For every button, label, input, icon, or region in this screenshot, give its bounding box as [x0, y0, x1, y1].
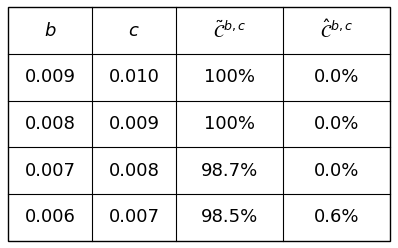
Text: 0.010: 0.010: [109, 68, 160, 86]
Text: 0.007: 0.007: [109, 208, 160, 226]
Text: 0.0%: 0.0%: [314, 115, 359, 133]
Text: 0.6%: 0.6%: [314, 208, 359, 226]
Text: 0.0%: 0.0%: [314, 68, 359, 86]
Text: $c$: $c$: [128, 22, 140, 40]
Text: 0.007: 0.007: [25, 162, 76, 180]
Text: 0.006: 0.006: [25, 208, 76, 226]
Text: 0.009: 0.009: [109, 115, 160, 133]
Text: $b$: $b$: [44, 22, 56, 40]
Text: 98.7%: 98.7%: [201, 162, 258, 180]
Text: 0.008: 0.008: [25, 115, 76, 133]
Text: $\hat{\mathcal{C}}^{b,c}$: $\hat{\mathcal{C}}^{b,c}$: [320, 19, 353, 42]
Text: 100%: 100%: [204, 115, 255, 133]
Text: 0.009: 0.009: [25, 68, 76, 86]
Text: 0.008: 0.008: [109, 162, 160, 180]
Text: 100%: 100%: [204, 68, 255, 86]
Text: 0.0%: 0.0%: [314, 162, 359, 180]
Text: $\tilde{\mathcal{C}}^{b,c}$: $\tilde{\mathcal{C}}^{b,c}$: [213, 20, 246, 41]
Text: 98.5%: 98.5%: [201, 208, 258, 226]
